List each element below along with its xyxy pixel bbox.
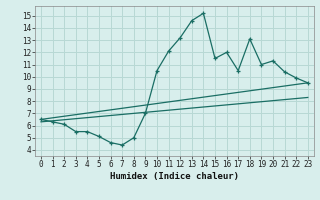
X-axis label: Humidex (Indice chaleur): Humidex (Indice chaleur) <box>110 172 239 181</box>
